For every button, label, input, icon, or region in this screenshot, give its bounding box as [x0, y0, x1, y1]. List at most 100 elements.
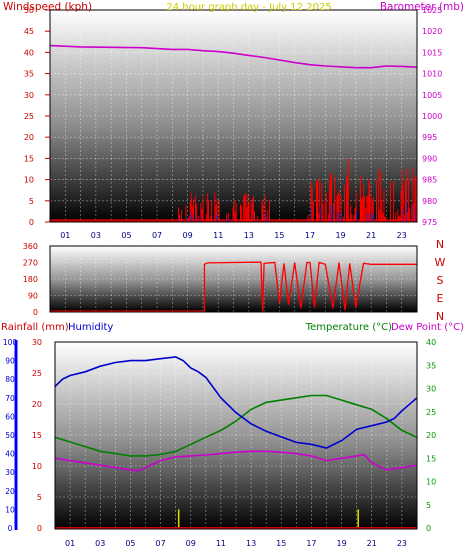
wind-direction-line [50, 261, 417, 313]
panel1-hour-label: 03 [91, 231, 101, 240]
panel1-hour-label: 05 [121, 231, 131, 240]
direction-tick-label: 270 [23, 259, 38, 268]
humidity-axis-label: Humidity [68, 322, 113, 333]
barometer-tick-label: 1015 [422, 48, 442, 57]
humidity-tick-label: 20 [32, 400, 42, 409]
panel3-hour-label: 03 [95, 539, 105, 548]
barometer-tick-label: 1025 [422, 6, 442, 15]
humidity-tick-label: 25 [32, 369, 42, 378]
panel1-hour-label: 21 [366, 231, 376, 240]
compass-tick-label: E [437, 292, 444, 305]
compass-tick-label: W [435, 256, 446, 269]
rainfall-tick-label: 60 [5, 412, 15, 421]
panel3-rainfall-ticks: 0 10 20 30 40 50 60 70 80 90 100 [3, 338, 18, 533]
panel3-hour-label: 19 [336, 539, 346, 548]
panel1-windspeed-bars [50, 158, 417, 222]
rainfall-tick-label: 80 [5, 375, 15, 384]
direction-tick-label: 0 [33, 308, 38, 317]
temperature-tick-label: 20 [426, 431, 436, 440]
rainfall-tick-label: 100 [3, 338, 18, 347]
panel1-hour-label: 01 [60, 231, 70, 240]
windspeed-tick-label: 0 [29, 218, 34, 227]
windspeed-tick-label: 15 [24, 154, 34, 163]
temperature-axis-label: Temperature (°C) [305, 322, 392, 333]
barometer-tick-label: 980 [422, 197, 437, 206]
panel3-hour-labels: 01 03 05 07 09 11 13 15 17 19 21 23 [65, 539, 407, 548]
humidity-tick-label: 10 [32, 462, 42, 471]
rainfall-tick-label: 70 [5, 394, 15, 403]
compass-tick-label: S [437, 274, 444, 287]
windspeed-tick-label: 40 [24, 48, 34, 57]
page-title: 24 hour graph day - July 12 2025 [166, 2, 331, 13]
panel3-hour-label: 11 [216, 539, 226, 548]
panel3-frame [54, 341, 418, 530]
panel3-hour-label: 13 [246, 539, 256, 548]
windspeed-tick-label: 45 [24, 27, 34, 36]
panel1-frame [49, 9, 418, 223]
panel1-windspeed-ticks: 0 5 10 15 20 25 30 35 40 45 50 [24, 6, 50, 227]
panel3-rainfall-bars [177, 509, 359, 528]
direction-tick-label: 360 [23, 242, 38, 251]
compass-tick-label: N [436, 238, 444, 251]
windspeed-tick-label: 5 [29, 197, 34, 206]
panel3-hour-label: 23 [397, 539, 407, 548]
barometer-tick-label: 1020 [422, 27, 442, 36]
rainfall-tick-label: 0 [8, 524, 13, 533]
panel3-hour-label: 21 [367, 539, 377, 548]
humidity-tick-label: 30 [32, 338, 42, 347]
temperature-tick-label: 0 [426, 524, 431, 533]
windspeed-axis-label: Windspeed (kph) [3, 1, 92, 13]
rainfall-tick-label: 10 [5, 505, 15, 514]
panel2-frame [49, 245, 418, 313]
panel1-hour-label: 13 [244, 231, 254, 240]
temperature-tick-label: 35 [426, 361, 436, 370]
rainfall-axis-label: Rainfall (mm) [1, 322, 69, 333]
humidity-tick-label: 15 [32, 431, 42, 440]
windspeed-tick-label: 20 [24, 133, 34, 142]
rainfall-tick-label: 50 [5, 431, 15, 440]
windspeed-tick-label: 50 [24, 6, 34, 15]
temperature-line [54, 394, 418, 457]
panel1-hour-label: 11 [213, 231, 223, 240]
dewpoint-line [54, 450, 418, 472]
temperature-tick-label: 5 [426, 501, 431, 510]
compass-tick-label: N [436, 310, 444, 323]
barometer-tick-label: 985 [422, 176, 437, 185]
panel1-hour-label: 09 [183, 231, 193, 240]
panel3-humidity-ticks: 0 5 10 15 20 25 30 [32, 338, 42, 533]
panel1-hour-label: 15 [274, 231, 284, 240]
humidity-line [54, 356, 418, 449]
barometer-tick-label: 975 [422, 218, 437, 227]
panel1-hour-label: 19 [335, 231, 345, 240]
barometer-tick-label: 995 [422, 133, 437, 142]
barometer-tick-label: 990 [422, 154, 437, 163]
humidity-tick-label: 0 [37, 524, 42, 533]
rainfall-tick-label: 90 [5, 357, 15, 366]
windspeed-tick-label: 25 [24, 112, 34, 121]
barometer-axis-label: Barometer (mb) [380, 1, 464, 13]
barometer-tick-label: 1010 [422, 70, 442, 79]
panel3-hour-label: 05 [125, 539, 135, 548]
windspeed-tick-label: 30 [24, 91, 34, 100]
panel1-barometer-ticks: 975 980 985 990 995 1000 1005 1010 1015 1020 1025 [422, 6, 442, 227]
panel3-temperature-ticks: 0 5 10 15 20 25 30 35 40 [426, 338, 436, 533]
temperature-tick-label: 30 [426, 385, 436, 394]
panel1-gridlines [50, 9, 417, 223]
temperature-tick-label: 15 [426, 454, 436, 463]
panel3-hour-label: 07 [155, 539, 165, 548]
panel2-degree-ticks: 0 90 180 270 360 [23, 242, 38, 317]
windspeed-tick-label: 10 [24, 176, 34, 185]
rainfall-tick-label: 30 [5, 468, 15, 477]
rainfall-tick-label: 40 [5, 450, 15, 459]
temperature-tick-label: 25 [426, 408, 436, 417]
panel3-hour-label: 15 [276, 539, 286, 548]
dewpoint-axis-label: Dew Point (°C) [391, 322, 464, 333]
panel1-hour-labels: 01 03 05 07 09 11 13 15 17 19 21 23 [60, 231, 407, 240]
panel3-hour-label: 17 [306, 539, 316, 548]
windspeed-tick-label: 35 [24, 70, 34, 79]
rainfall-tick-label: 20 [5, 487, 15, 496]
panel1-hour-label: 07 [152, 231, 162, 240]
